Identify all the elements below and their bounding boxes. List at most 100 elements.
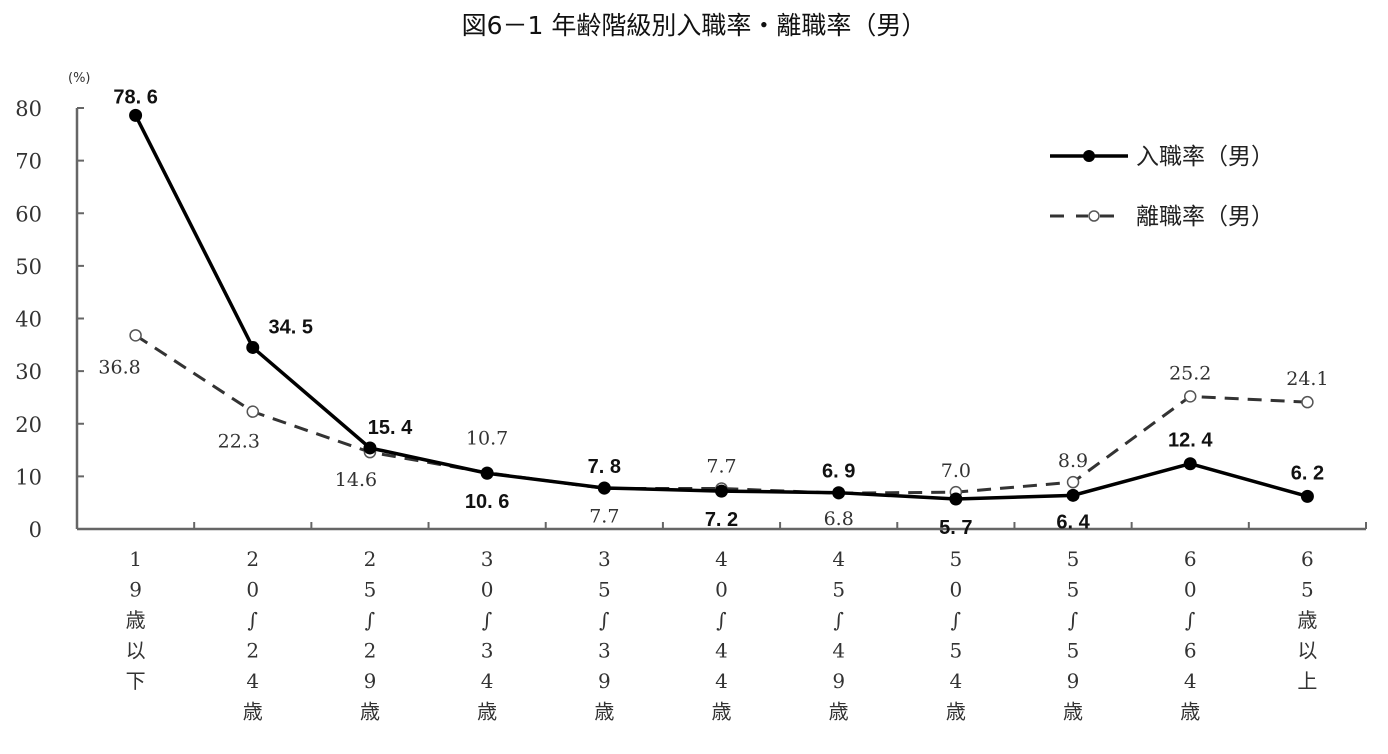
data-label-entry: 7. 8	[588, 456, 621, 478]
data-label-entry: 15. 4	[368, 417, 413, 439]
data-point-entry	[129, 108, 143, 122]
svg-text:∫: ∫	[365, 608, 375, 632]
data-label-departure: 22.3	[218, 431, 260, 453]
filled-circle-icon	[1083, 150, 1095, 162]
svg-text:5: 5	[1067, 639, 1080, 663]
data-label-departure: 7.7	[706, 455, 736, 477]
svg-text:5: 5	[598, 578, 611, 602]
data-label-departure: 7.0	[941, 460, 971, 482]
data-label-entry: 5. 7	[939, 517, 972, 539]
series-line-entry	[134, 114, 1308, 501]
svg-text:5: 5	[1301, 578, 1314, 602]
svg-text:歳: 歳	[126, 608, 146, 632]
svg-text:2: 2	[364, 547, 377, 571]
svg-text:4: 4	[246, 669, 259, 693]
svg-text:∫: ∫	[248, 608, 258, 632]
x-axis-labels: 19歳以下20∫24歳25∫29歳30∫34歳35∫39歳40∫44歳45∫49…	[126, 547, 1318, 724]
data-label-entry: 78. 6	[113, 86, 157, 108]
svg-text:9: 9	[832, 669, 845, 693]
data-point-departure	[1183, 390, 1197, 403]
svg-text:4: 4	[715, 639, 728, 663]
svg-text:3: 3	[598, 639, 611, 663]
svg-text:0: 0	[481, 578, 494, 602]
x-category-label: 5 0 ∫ 5 4 歳	[946, 547, 966, 724]
y-tick-label: 50	[15, 255, 42, 279]
svg-text:0: 0	[1184, 578, 1197, 602]
svg-text:4: 4	[1184, 669, 1197, 693]
data-label-departure: 25.2	[1169, 362, 1211, 384]
svg-text:歳: 歳	[477, 700, 497, 724]
svg-text:1: 1	[129, 547, 142, 571]
svg-text:4: 4	[949, 669, 962, 693]
svg-text:9: 9	[598, 669, 611, 693]
svg-text:0: 0	[246, 578, 259, 602]
svg-text:歳: 歳	[1297, 608, 1317, 632]
svg-text:5: 5	[364, 578, 377, 602]
x-category-label: 3 0 ∫ 3 4 歳	[477, 547, 497, 724]
legend-label-departure: 離職率（男）	[1136, 204, 1274, 230]
y-tick-label: 30	[15, 360, 42, 384]
data-label-entry: 6. 9	[822, 461, 855, 483]
svg-text:9: 9	[364, 669, 377, 693]
svg-text:歳: 歳	[1180, 700, 1200, 724]
data-point-entry	[949, 492, 963, 506]
data-label-departure: 10.7	[466, 428, 508, 450]
x-category-label: 4 0 ∫ 4 4 歳	[712, 547, 732, 724]
svg-text:6: 6	[1184, 639, 1197, 663]
data-labels: 78. 6 34. 5 15. 4 10. 6 7. 8 7. 2 6. 9 5. 7 6. 4…	[98, 86, 1328, 539]
data-point-entry	[246, 340, 260, 354]
x-category-label: 5 5 ∫ 5 9 歳	[1063, 547, 1083, 724]
svg-text:歳: 歳	[946, 700, 966, 724]
data-point-departure	[246, 405, 260, 418]
data-label-entry: 7. 2	[705, 509, 738, 531]
svg-text:4: 4	[832, 547, 845, 571]
svg-text:下: 下	[126, 669, 146, 693]
data-point-departure	[1301, 395, 1314, 409]
series-lines	[129, 108, 1314, 506]
y-axis-labels: 0 10 20 30 40 50 60 70 80 (%)	[15, 71, 90, 542]
svg-text:以: 以	[1297, 639, 1317, 663]
svg-text:歳: 歳	[1063, 700, 1083, 724]
data-label-entry: 6. 2	[1291, 462, 1324, 484]
axes	[75, 107, 1367, 531]
y-tick-label: 80	[15, 97, 42, 121]
x-category-label: 4 5 ∫ 4 9 歳	[829, 547, 849, 724]
svg-text:3: 3	[481, 547, 494, 571]
svg-text:9: 9	[1067, 669, 1080, 693]
svg-text:∫: ∫	[599, 608, 609, 632]
data-point-entry	[1066, 488, 1080, 502]
svg-text:2: 2	[364, 639, 377, 663]
svg-text:4: 4	[715, 669, 728, 693]
svg-text:歳: 歳	[829, 700, 849, 724]
data-label-departure: 14.6	[335, 469, 377, 491]
svg-text:∫: ∫	[1068, 608, 1078, 632]
svg-text:∫: ∫	[716, 608, 726, 632]
svg-text:5: 5	[949, 639, 962, 663]
svg-text:5: 5	[1067, 578, 1080, 602]
legend-item-entry: 入職率（男）	[1050, 144, 1274, 170]
legend: 入職率（男） 離職率（男）	[1050, 144, 1274, 230]
svg-text:∫: ∫	[482, 608, 492, 632]
svg-text:歳: 歳	[594, 700, 614, 724]
svg-text:5: 5	[832, 578, 845, 602]
svg-text:以: 以	[126, 639, 146, 663]
data-point-departure	[1066, 475, 1080, 489]
svg-text:歳: 歳	[712, 700, 732, 724]
svg-text:9: 9	[129, 578, 142, 602]
open-circle-icon	[1088, 210, 1100, 222]
x-category-label: 6 0 ∫ 6 4 歳	[1180, 547, 1200, 724]
svg-text:0: 0	[949, 578, 962, 602]
x-category-label: 3 5 ∫ 3 9 歳	[594, 547, 614, 724]
data-label-departure: 6.8	[824, 508, 854, 530]
data-point-entry	[1183, 457, 1197, 471]
data-label-entry: 34. 5	[269, 316, 313, 338]
y-tick-label: 20	[15, 413, 42, 437]
data-label-departure: 36.8	[98, 356, 140, 378]
y-tick-label: 0	[29, 518, 42, 542]
y-tick-label: 40	[15, 308, 42, 332]
data-point-entry	[597, 481, 611, 495]
data-point-entry	[832, 486, 846, 500]
svg-text:6: 6	[1184, 547, 1197, 571]
data-label-entry: 12. 4	[1168, 430, 1213, 452]
